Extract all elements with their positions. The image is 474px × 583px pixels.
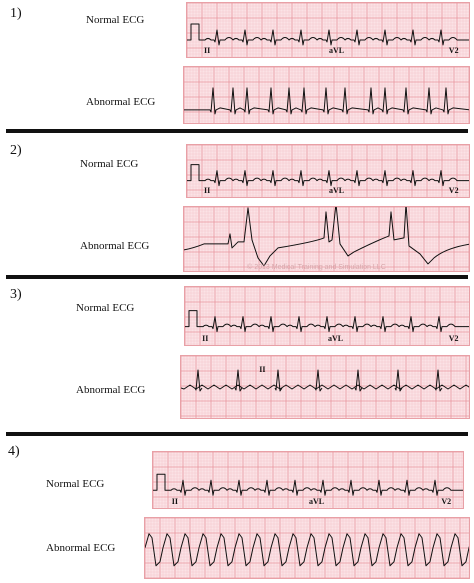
lead-label-v2: V2 — [449, 46, 459, 55]
normal-ecg-strip: II aVL V2 — [152, 451, 464, 509]
section-divider — [6, 129, 468, 133]
abnormal-ecg-trace — [194, 369, 443, 392]
case-number: 4) — [8, 444, 20, 459]
normal-ecg-label: Normal ECG — [86, 14, 145, 26]
abnormal-ecg-baseline — [181, 384, 469, 390]
abnormal-ecg-trace — [145, 533, 469, 567]
ecg-grid — [185, 287, 469, 345]
case-number: 1) — [10, 6, 22, 21]
lead-label-ii: II — [202, 334, 208, 343]
lead-label-ii: II — [172, 497, 178, 506]
case-number: 3) — [10, 287, 22, 302]
abnormal-ecg-trace — [184, 87, 469, 115]
lead-label-avl: aVL — [328, 334, 343, 343]
normal-ecg-label: Normal ECG — [80, 158, 139, 170]
abnormal-ecg-strip — [144, 517, 470, 579]
normal-ecg-strip: II aVL V2 — [186, 2, 470, 58]
abnormal-ecg-strip — [183, 66, 470, 124]
normal-ecg-trace — [185, 310, 469, 333]
lead-label-v2: V2 — [449, 334, 459, 343]
section-divider — [6, 432, 468, 436]
normal-ecg-trace — [153, 473, 463, 496]
grid-background — [185, 287, 469, 345]
normal-ecg-label: Normal ECG — [76, 302, 135, 314]
lead-label-v2: V2 — [441, 497, 451, 506]
lead-label-avl: aVL — [329, 46, 344, 55]
abnormal-ecg-label: Abnormal ECG — [80, 240, 150, 252]
normal-ecg-label: Normal ECG — [46, 478, 105, 490]
abnormal-ecg-strip: © 2013 Medical Training and Simulation L… — [183, 206, 470, 272]
lead-label-avl: aVL — [329, 186, 344, 195]
normal-ecg-trace — [187, 23, 469, 46]
copyright-watermark: © 2013 Medical Training and Simulation L… — [247, 263, 386, 271]
section-divider — [6, 275, 468, 279]
lead-label-v2: V2 — [449, 186, 459, 195]
ecg-grid — [187, 145, 469, 197]
abnormal-ecg-label: Abnormal ECG — [86, 96, 156, 108]
lead-label-ii: II — [259, 365, 265, 374]
abnormal-ecg-label: Abnormal ECG — [46, 542, 116, 554]
normal-ecg-strip: II aVL V2 — [184, 286, 470, 346]
abnormal-ecg-label: Abnormal ECG — [76, 384, 146, 396]
lead-label-ii: II — [204, 186, 210, 195]
lead-label-avl: aVL — [309, 497, 324, 506]
grid-background — [153, 452, 463, 508]
abnormal-ecg-trace — [184, 207, 469, 267]
abnormal-ecg-strip: II — [180, 355, 470, 419]
lead-label-ii: II — [204, 46, 210, 55]
case-number: 2) — [10, 143, 22, 158]
ecg-grid — [153, 452, 463, 508]
normal-ecg-trace — [187, 164, 469, 187]
normal-ecg-strip: II aVL V2 — [186, 144, 470, 198]
